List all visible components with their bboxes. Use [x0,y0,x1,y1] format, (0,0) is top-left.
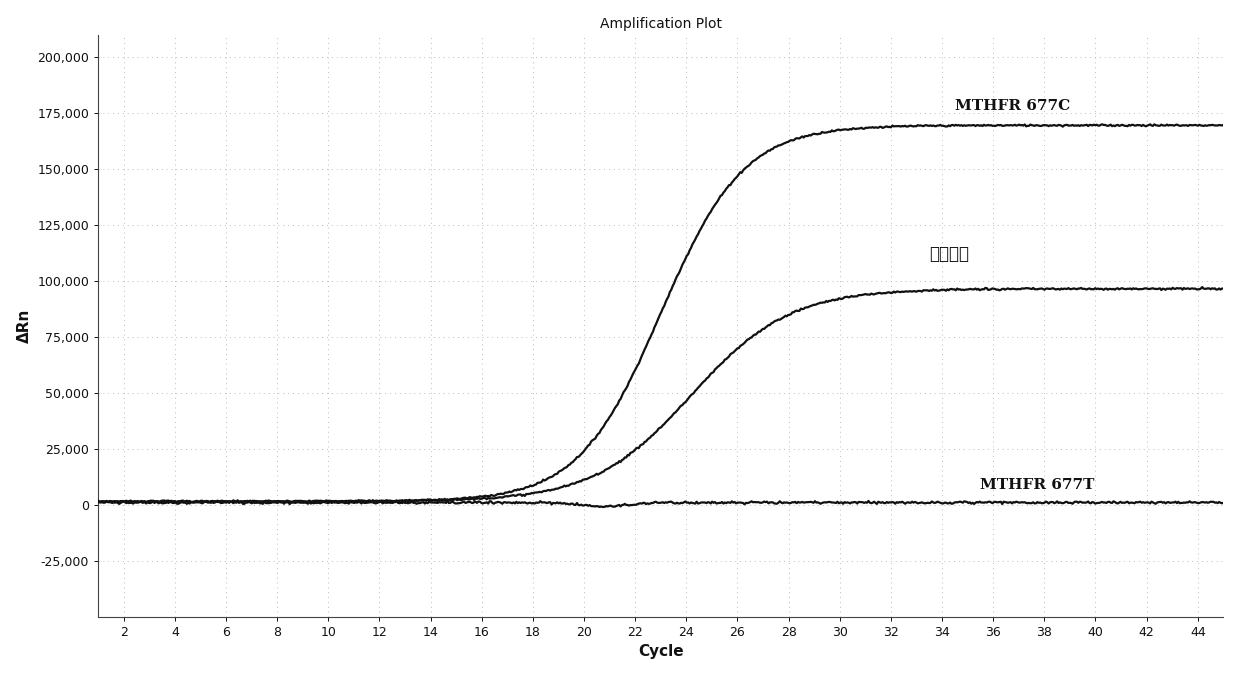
X-axis label: Cycle: Cycle [637,644,683,659]
Text: MTHFR 677T: MTHFR 677T [981,478,1095,491]
Text: 内参基因: 内参基因 [929,245,970,263]
Y-axis label: ΔRn: ΔRn [16,308,32,343]
Title: Amplification Plot: Amplification Plot [600,17,722,30]
Text: MTHFR 677C: MTHFR 677C [955,99,1070,114]
